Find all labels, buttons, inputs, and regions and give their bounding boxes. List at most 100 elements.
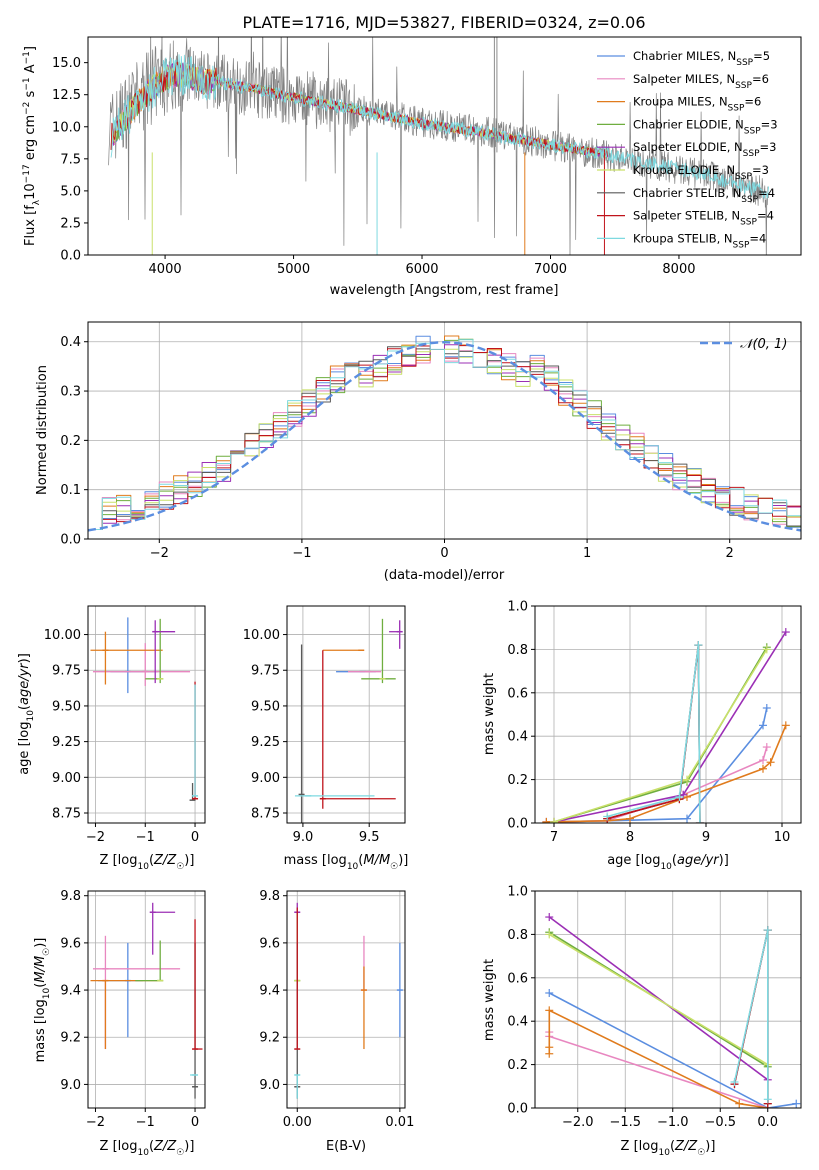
series-line-chabrier_elodie: [553, 646, 768, 823]
x-axis-label: wavelength [Angstrom, rest frame]: [330, 283, 559, 298]
y-axis-label: mass weight: [482, 673, 497, 755]
series-line-salpeter_miles: [546, 746, 768, 823]
y-tick-label: 9.6: [60, 936, 81, 951]
plot-area: [545, 913, 801, 1108]
x-tick-label: 4000: [149, 262, 182, 277]
x-axis-label: Z [log10(Z/Z☉)]: [621, 1139, 716, 1158]
x-tick-label: 7000: [534, 262, 567, 277]
legend-label: 𝒩(0, 1): [740, 337, 787, 352]
histogram-salpeter_elodie: [88, 344, 801, 530]
x-axis-label: (data-model)/error: [384, 568, 505, 583]
y-tick-label: 10.00: [44, 628, 81, 643]
legend-label: Salpeter STELIB, NSSP=4: [633, 209, 774, 228]
y-tick-label: 9.75: [52, 664, 81, 679]
y-tick-label: 0.8: [507, 928, 528, 943]
y-tick-label: 0.2: [507, 773, 528, 788]
plot-area: [90, 617, 199, 801]
y-tick-label: 0.1: [60, 483, 81, 498]
y-tick-label: 9.8: [60, 889, 81, 904]
y-tick-label: 7.5: [60, 152, 81, 167]
y-tick-label: 0.0: [507, 817, 528, 832]
y-tick-label: 1.0: [507, 885, 528, 900]
x-axis-label: Z [log10(Z/Z☉)]: [100, 1139, 195, 1158]
axes-frame: [534, 890, 802, 1109]
x-tick-label: −1.0: [657, 1115, 689, 1130]
axes-layer: 7 8 9 10 0.0 0.2 0.4 0.6 0.8 1.0 age [log10(age/yr…: [482, 600, 802, 872]
mass-weight-vs-age-panel: 7 8 9 10 0.0 0.2 0.4 0.6 0.8 1.0 age [log10(age/yr…: [482, 600, 802, 872]
y-tick-label: 12.5: [52, 88, 81, 103]
y-tick-label: 9.50: [251, 699, 280, 714]
series-line-kroupa_stelib: [606, 644, 701, 823]
y-axis-label: mass [log10(M/M☉)]: [33, 938, 52, 1063]
y-tick-label: 1.0: [507, 600, 528, 615]
x-tick-label: 8: [626, 830, 634, 845]
y-tick-label: 9.25: [52, 735, 81, 750]
y-tick-label: 9.8: [259, 889, 280, 904]
axes-layer: −2 −1 0 8.75 9.00 9.25 9.50 9.75 10.00 Z [log10(Z…: [17, 605, 206, 872]
axes-frame: [87, 36, 802, 256]
x-tick-label: 8000: [662, 262, 695, 277]
normal-reference-curve: [88, 341, 801, 532]
x-tick-label: 10: [774, 830, 791, 845]
x-tick-label: 7: [550, 830, 558, 845]
series-line-chabrier_miles: [548, 992, 797, 1108]
mass-vs-z-panel: −2 −1 0 9.0 9.2 9.4 9.6 9.8 Z [log10(Z/Z☉)] mass …: [33, 889, 206, 1158]
legend-label: Kroupa MILES, NSSP=6: [633, 95, 761, 114]
x-tick-label: −2: [150, 546, 169, 561]
y-tick-label: 9.50: [52, 699, 81, 714]
y-axis-label: Flux [fλ10−17 erg cm−2 s−1 A−1]: [22, 46, 42, 246]
y-tick-label: 9.4: [60, 984, 81, 999]
x-tick-label: 0.00: [283, 1115, 312, 1130]
series-line-kroupa_elodie: [553, 648, 768, 823]
y-tick-label: 9.2: [259, 1031, 280, 1046]
y-tick-label: 9.00: [52, 771, 81, 786]
y-tick-label: 0.4: [507, 730, 528, 745]
x-tick-label: 9: [702, 830, 710, 845]
y-tick-label: 0.4: [60, 335, 81, 350]
legend-label: Chabrier ELODIE, NSSP=3: [633, 117, 778, 136]
x-tick-label: −1: [136, 1115, 155, 1130]
x-tick-label: 9.0: [293, 830, 314, 845]
series-line-salpeter_elodie: [553, 631, 787, 823]
x-axis-label: E(B-V): [326, 1139, 366, 1154]
axes-layer: −2 −1 0 1 2 0.0 0.1 0.2 0.3 0.4 𝒩(0, 1) (data-model…: [35, 321, 802, 583]
figure-title: PLATE=1716, MJD=53827, FIBERID=0324, z=0…: [242, 13, 645, 32]
y-axis-label: age [log10(age/yr)]: [17, 653, 36, 775]
age-vs-z-panel: −2 −1 0 8.75 9.00 9.25 9.50 9.75 10.00 Z [log10(Z…: [17, 605, 206, 872]
x-axis-label: age [log10(age/yr)]: [607, 853, 729, 872]
x-tick-label: 0: [191, 830, 199, 845]
y-tick-label: 0.0: [60, 533, 81, 548]
series-line-kroupa_stelib: [733, 929, 769, 1100]
y-axis-label: Normed distribution: [35, 365, 50, 495]
y-tick-label: 5.0: [60, 184, 81, 199]
y-tick-label: 15.0: [52, 56, 81, 71]
y-tick-label: 0.3: [60, 385, 81, 400]
x-tick-label: 0: [191, 1115, 199, 1130]
y-tick-label: 8.75: [52, 807, 81, 822]
x-tick-label: −1: [136, 830, 155, 845]
series-line-chabrier_stelib: [606, 644, 701, 823]
legend-label: Salpeter ELODIE, NSSP=3: [633, 140, 776, 159]
y-tick-label: 0.0: [60, 249, 81, 264]
plot-area: [90, 902, 203, 1099]
x-axis-label: mass [log10(M/M☉)]: [284, 853, 409, 872]
axes-frame: [286, 605, 406, 824]
x-tick-label: 6000: [405, 262, 438, 277]
mass-weight-vs-z-panel: −2.0 −1.5 −1.0 −0.5 0.0 0.0 0.2 0.4 0.6 0.8 1.0 Z […: [482, 885, 802, 1158]
x-tick-label: 0.01: [385, 1115, 414, 1130]
series-line-kroupa_miles: [546, 725, 787, 823]
x-tick-label: −1.5: [609, 1115, 641, 1130]
y-tick-label: 9.75: [251, 664, 280, 679]
spectrum-panel: 4000 5000 6000 7000 8000 0.0 2.5 5.0 7.5 10.0 12.5…: [22, 36, 802, 298]
axes-layer: 0.00 0.01 9.0 9.2 9.4 9.6 9.8 E(B-V): [259, 889, 414, 1154]
axes-frame: [534, 605, 802, 824]
axes-frame: [87, 890, 206, 1109]
y-axis-label: mass weight: [482, 959, 497, 1041]
y-tick-label: 0.8: [507, 643, 528, 658]
legend-label: Salpeter MILES, NSSP=6: [633, 72, 769, 91]
series-line-salpeter_miles: [548, 1032, 769, 1108]
x-tick-label: 9.5: [359, 830, 380, 845]
x-axis-label: Z [log10(Z/Z☉)]: [100, 853, 195, 872]
axes-frame: [286, 890, 406, 1109]
